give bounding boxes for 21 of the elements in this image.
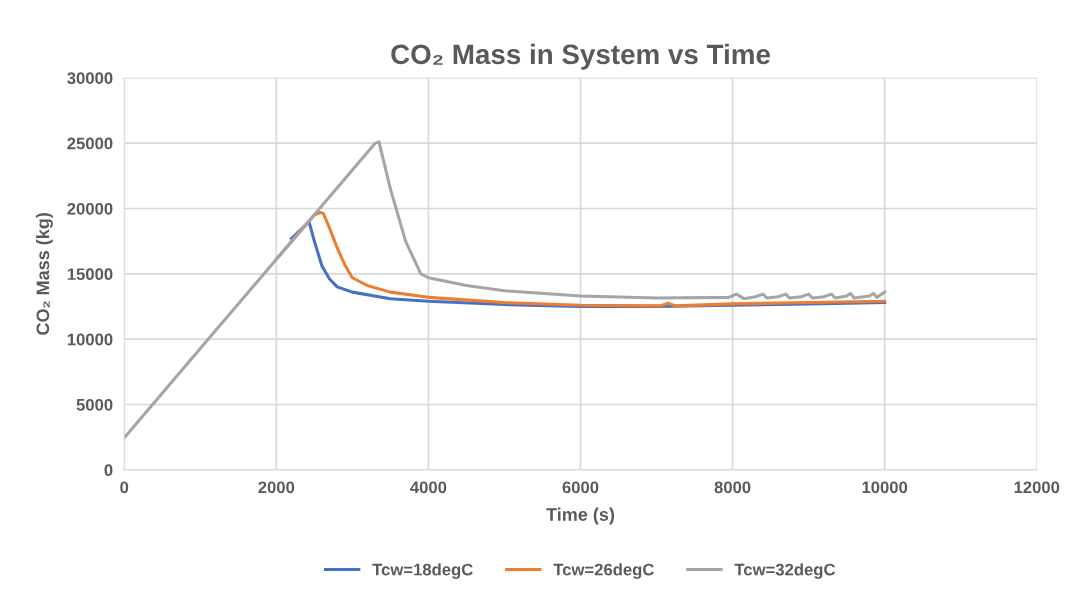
y-tick-label: 25000 — [67, 137, 113, 150]
y-axis-title: CO₂ Mass (kg) — [35, 213, 53, 335]
legend-label: Tcw=18degC — [372, 563, 473, 579]
y-tick-label: 10000 — [67, 333, 113, 346]
x-tick-label: 0 — [120, 481, 129, 494]
x-tick-label: 4000 — [410, 481, 447, 494]
y-tick-label: 20000 — [67, 202, 113, 215]
x-tick-label: 2000 — [258, 481, 295, 494]
chart-title: CO₂ Mass in System vs Time — [391, 43, 770, 70]
y-tick-label: 0 — [104, 464, 113, 477]
x-tick-label: 10000 — [862, 481, 908, 494]
x-tick-label: 12000 — [1014, 481, 1060, 494]
x-tick-label: 8000 — [714, 481, 751, 494]
y-tick-label: 30000 — [67, 72, 113, 85]
x-tick-label: 6000 — [562, 481, 599, 494]
y-tick-label: 5000 — [76, 398, 113, 411]
legend-label: Tcw=26degC — [553, 563, 654, 579]
legend-label: Tcw=32degC — [734, 563, 836, 579]
x-axis-title: Time (s) — [546, 507, 615, 525]
line-series — [124, 140, 887, 440]
y-tick-label: 15000 — [67, 268, 113, 281]
